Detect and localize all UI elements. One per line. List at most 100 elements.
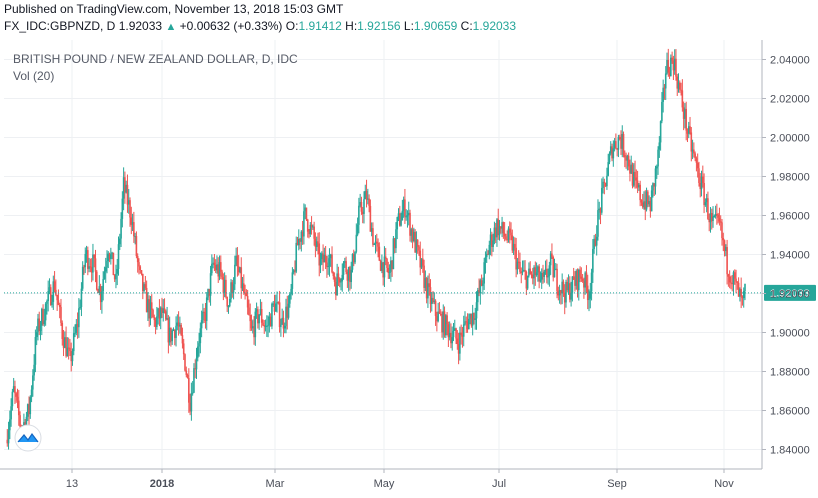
candle-body	[629, 166, 631, 174]
candle	[744, 283, 746, 301]
candle	[180, 322, 182, 336]
candle-body	[277, 302, 280, 304]
tradingview-logo-icon[interactable]	[14, 424, 42, 452]
candle-body	[203, 311, 205, 313]
candle-body	[668, 72, 671, 77]
candle	[39, 320, 42, 341]
candle-body	[129, 200, 131, 218]
candle-body	[649, 201, 652, 212]
candle-body	[643, 201, 645, 208]
candle-body	[577, 269, 580, 291]
candle	[539, 271, 542, 283]
candle-body	[474, 318, 477, 320]
candle-body	[620, 139, 622, 149]
volume-indicator-label[interactable]: Vol (20)	[13, 69, 55, 83]
candle	[236, 247, 239, 277]
candle	[446, 312, 448, 336]
candle-body	[437, 311, 439, 322]
candle-body	[223, 279, 226, 293]
candle-body	[584, 272, 586, 288]
candle	[127, 189, 130, 214]
open-label: O:	[285, 19, 299, 33]
candle-body	[401, 210, 404, 221]
candle-body	[542, 272, 544, 277]
candle-body	[686, 130, 689, 134]
candle-body	[723, 240, 726, 251]
candle	[318, 232, 321, 277]
candle	[521, 260, 524, 276]
candle-body	[189, 402, 191, 412]
candle	[593, 235, 595, 254]
candle	[312, 224, 314, 230]
candle	[340, 278, 342, 291]
candle-body	[676, 76, 679, 89]
candle	[506, 230, 508, 244]
candle-body	[516, 261, 519, 270]
candle-body	[569, 283, 571, 300]
candle	[133, 211, 135, 243]
candle	[507, 226, 510, 243]
candle-body	[331, 254, 333, 273]
candle-body	[374, 241, 377, 245]
candle-body	[126, 184, 129, 205]
candle	[625, 152, 627, 169]
candle-body	[87, 250, 89, 269]
candle-body	[382, 262, 384, 278]
candle	[710, 208, 713, 230]
candle-body	[143, 284, 145, 292]
candle	[177, 311, 180, 336]
candle-body	[538, 266, 540, 282]
candle-body	[327, 265, 329, 268]
candle-body	[294, 270, 296, 272]
candle-body	[381, 262, 383, 271]
candle	[161, 297, 163, 318]
candle-body	[115, 273, 117, 280]
x-tick-label: Mar	[266, 478, 285, 490]
candle-body	[505, 236, 507, 240]
candle	[303, 203, 305, 245]
candle-body	[135, 236, 138, 257]
candle	[75, 319, 78, 336]
candle-body	[232, 284, 235, 293]
candle-body	[379, 260, 382, 271]
candle-body	[39, 325, 42, 332]
candle-body	[712, 216, 714, 221]
candle	[384, 247, 387, 266]
candle	[455, 327, 457, 345]
candle-body	[60, 306, 62, 323]
candle	[732, 270, 735, 296]
candle-body	[272, 303, 275, 305]
candle	[719, 215, 722, 231]
candle	[352, 249, 355, 267]
candle	[60, 298, 62, 326]
candle	[333, 272, 336, 287]
candle	[709, 207, 712, 233]
candle	[553, 258, 556, 278]
candle	[613, 138, 616, 152]
candle-body	[705, 198, 708, 203]
candle-body	[344, 261, 346, 263]
candle-body	[602, 181, 604, 188]
candle	[185, 366, 188, 378]
candle-body	[503, 233, 506, 237]
candle-body	[453, 328, 456, 331]
candle	[663, 84, 666, 100]
candle	[503, 222, 506, 242]
candle-body	[309, 224, 312, 235]
candle	[165, 309, 167, 322]
candle-body	[346, 271, 349, 281]
candle	[742, 287, 745, 308]
candle	[673, 49, 676, 75]
candle	[278, 290, 281, 333]
candle	[668, 66, 671, 79]
candle-body	[301, 231, 304, 237]
candle-body	[273, 303, 276, 312]
candle-body	[165, 311, 167, 320]
candle-body	[332, 272, 335, 277]
candle-body	[16, 396, 19, 401]
candle	[496, 218, 498, 247]
candle	[306, 218, 309, 238]
candle-body	[199, 328, 202, 344]
candle	[299, 238, 301, 250]
